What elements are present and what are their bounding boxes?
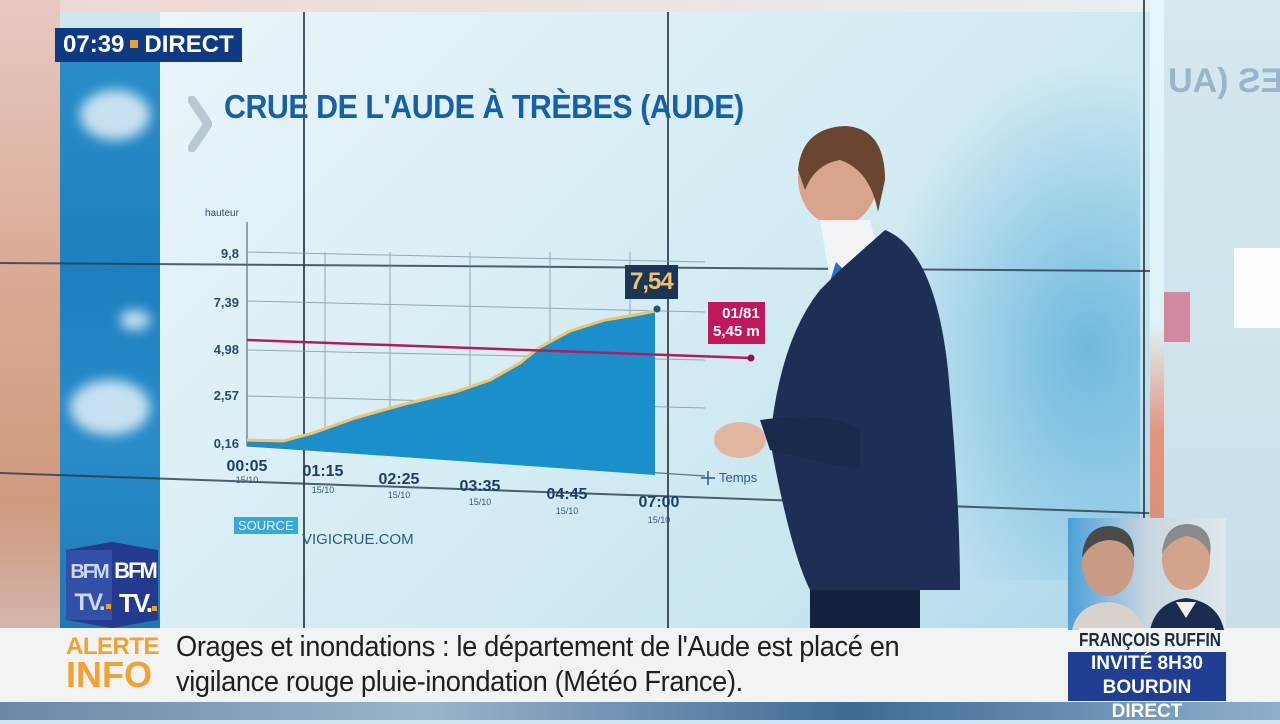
svg-text:04:45: 04:45 bbox=[547, 486, 588, 503]
reference-date: 01/81 bbox=[722, 305, 760, 322]
svg-text:9,8: 9,8 bbox=[221, 246, 239, 261]
svg-text:BFM: BFM bbox=[70, 561, 109, 583]
svg-text:4,98: 4,98 bbox=[214, 342, 239, 357]
studio-background-top bbox=[0, 0, 1280, 12]
alert-label: ALERTE bbox=[66, 633, 160, 660]
current-value-badge: 7,54 bbox=[625, 265, 678, 299]
ticker-headline: Orages et inondations : le département d… bbox=[176, 630, 900, 700]
guest-slot: INVITÉ 8H30 BOURDIN DIRECT bbox=[1068, 652, 1226, 722]
news-ticker bbox=[0, 628, 1280, 702]
live-indicator: 07:39 DIRECT bbox=[55, 28, 242, 62]
guest-time: INVITÉ 8H30 bbox=[1091, 653, 1203, 674]
separator-dot-icon bbox=[130, 39, 139, 48]
info-label: INFO bbox=[66, 654, 152, 695]
guest-photo bbox=[1068, 518, 1226, 630]
presenter bbox=[714, 126, 960, 640]
svg-text:0,16: 0,16 bbox=[214, 436, 239, 451]
guest-name: FRANÇOIS RUFFIN bbox=[1079, 628, 1221, 652]
svg-text:TV.: TV. bbox=[74, 589, 104, 616]
reference-level-badge: 01/81 5,45 m bbox=[708, 302, 765, 344]
svg-text:02:25: 02:25 bbox=[379, 471, 420, 488]
svg-text:15/10: 15/10 bbox=[556, 506, 579, 516]
live-time: 07:39 bbox=[63, 31, 125, 58]
studio-wall-left bbox=[0, 0, 60, 720]
source-url: VIGICRUE.COM bbox=[302, 531, 414, 548]
mirrored-title: BES (AU bbox=[1168, 62, 1280, 100]
source-label: SOURCE bbox=[234, 517, 298, 534]
svg-text:TV.: TV. bbox=[119, 588, 152, 618]
x-axis-label: Temps bbox=[719, 470, 758, 485]
svg-text:15/10: 15/10 bbox=[388, 490, 411, 500]
svg-text:01:15: 01:15 bbox=[303, 463, 344, 480]
svg-text:7,39: 7,39 bbox=[214, 295, 239, 310]
ticker-bottom-strip bbox=[0, 702, 1280, 720]
svg-text:BFM: BFM bbox=[114, 558, 156, 583]
sky-panel bbox=[60, 30, 160, 630]
water-level-chart: hauteur 9,8 7,39 4,98 2,57 0,16 00:05 15… bbox=[205, 208, 758, 525]
svg-text:07:00: 07:00 bbox=[639, 494, 680, 511]
wall-seam bbox=[303, 12, 305, 632]
live-label: DIRECT bbox=[144, 31, 234, 58]
graphic-title: CRUE DE L'AUDE À TRÈBES (AUDE) bbox=[224, 88, 744, 125]
wall-seam bbox=[667, 12, 669, 632]
y-axis-label: hauteur bbox=[205, 208, 240, 219]
svg-text:15/10: 15/10 bbox=[236, 475, 259, 485]
headline-line-1: Orages et inondations : le département d… bbox=[176, 631, 900, 663]
svg-text:00:05: 00:05 bbox=[227, 458, 268, 475]
svg-text:15/10: 15/10 bbox=[312, 485, 335, 495]
svg-text:15/10: 15/10 bbox=[648, 515, 671, 525]
chevron-right-icon bbox=[188, 96, 212, 152]
guest-portraits bbox=[1072, 524, 1224, 630]
bfmtv-logo: BFM TV. BFM TV. bbox=[66, 542, 158, 628]
svg-text:15/10: 15/10 bbox=[469, 497, 492, 507]
headline-line-2: vigilance rouge pluie-inondation (Météo … bbox=[176, 666, 743, 698]
reference-height: 5,45 m bbox=[713, 323, 760, 340]
svg-text:03:35: 03:35 bbox=[460, 478, 501, 495]
guest-show: BOURDIN DIRECT bbox=[1102, 677, 1192, 722]
wall-seam bbox=[1143, 0, 1145, 632]
svg-text:2,57: 2,57 bbox=[214, 388, 239, 403]
